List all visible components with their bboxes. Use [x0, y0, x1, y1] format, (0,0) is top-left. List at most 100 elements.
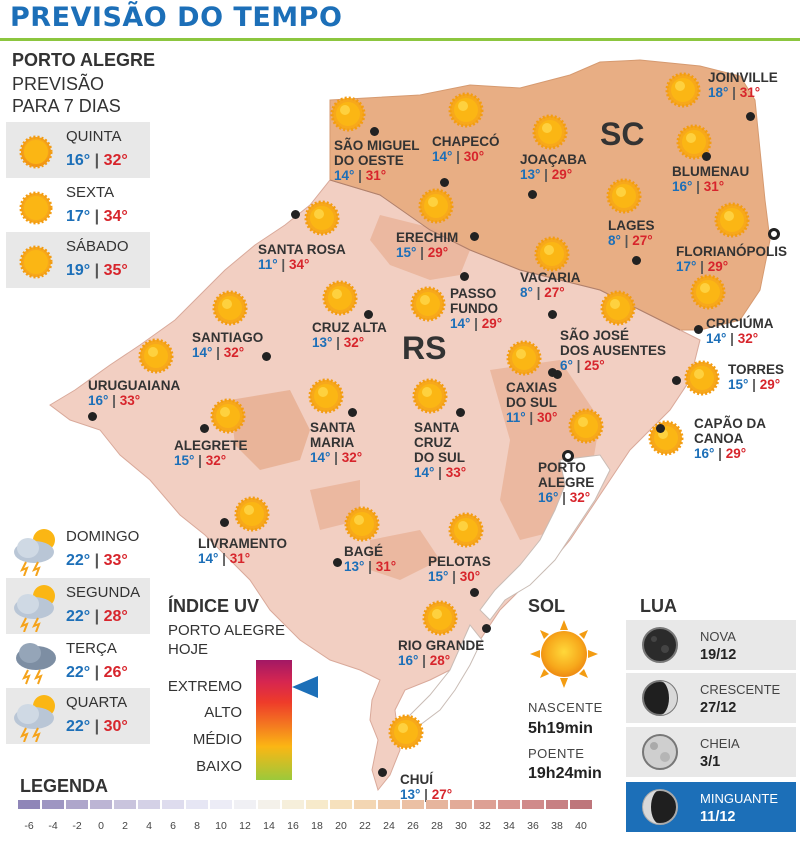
min-temp: 22° [66, 718, 91, 735]
city-marker [348, 408, 357, 417]
max-temp: 29° [725, 446, 747, 461]
legend-swatch [210, 800, 232, 809]
city-temps: 14° | 29° [450, 316, 502, 331]
legend-swatch [90, 800, 112, 809]
uv-subtitle-2: HOJE [168, 641, 209, 658]
max-temp: 28° [429, 653, 451, 668]
legend-swatch [354, 800, 376, 809]
city-temps: 16° | 33° [88, 393, 180, 408]
temp-separator: | [277, 257, 289, 272]
legend-tick-label: 38 [551, 820, 563, 832]
city-marker [632, 256, 641, 265]
city-label: JOAÇABA 13° | 29° [520, 152, 587, 182]
min-temp: 8° [520, 285, 533, 300]
city-name: DO SUL [414, 450, 466, 465]
city-temps: 14° | 30° [432, 149, 500, 164]
forecast-day: QUARTA 22° | 30° [6, 688, 150, 744]
city-label: SÃO JOSÉ DOS AUSENTES 6° | 25° [560, 328, 666, 373]
forecast-day: QUINTA 16° | 32° [6, 122, 150, 178]
moon-title: LUA [640, 596, 677, 616]
max-temp: 33° [103, 552, 128, 569]
city-label: CHUÍ 13° | 27° [400, 772, 452, 802]
temp-separator: | [108, 393, 120, 408]
city-label: FLORIANÓPOLIS 17° | 29° [676, 244, 787, 274]
city-name: PASSO [450, 286, 497, 301]
moon-phase-date: 3/1 [700, 754, 721, 770]
legend-tick-label: -2 [72, 820, 82, 832]
city-name: BLUMENAU [672, 164, 750, 179]
city-label: JOINVILLE 18° | 31° [708, 70, 778, 100]
city-label: RIO GRANDE 16° | 28° [398, 638, 484, 668]
temp-separator: | [696, 259, 708, 274]
city-weather-sun-icon [422, 600, 458, 636]
city-temps: 17° | 29° [676, 259, 787, 274]
city-weather-sun-icon [690, 274, 726, 310]
moon-phase-date: 27/12 [700, 700, 737, 716]
min-temp: 14° [198, 551, 219, 566]
city-label: SANTIAGO 14° | 32° [192, 330, 263, 360]
city-temps: 13° | 32° [312, 335, 387, 350]
legend-swatch [570, 800, 592, 809]
city-temps: 11° | 34° [258, 257, 346, 272]
min-temp: 16° [672, 179, 693, 194]
new-moon-icon [642, 627, 678, 663]
city-label: LIVRAMENTO 14° | 31° [198, 536, 287, 566]
min-temp: 15° [396, 245, 417, 260]
title-underline [0, 38, 800, 41]
uv-title: ÍNDICE UV [168, 596, 260, 616]
moon-phase-name: CHEIA [700, 736, 740, 751]
min-temp: 13° [520, 167, 541, 182]
temp-separator: | [728, 85, 740, 100]
legend-swatch [402, 800, 424, 809]
sun-title: SOL [528, 596, 566, 616]
forecast-day: SEGUNDA 22° | 28° [6, 578, 150, 634]
city-name: DOS AUSENTES [560, 343, 667, 358]
page-title: PREVISÃO DO TEMPO [10, 2, 343, 33]
city-name: JOINVILLE [708, 70, 778, 85]
temp-separator: | [354, 168, 366, 183]
sun-icon [19, 135, 53, 169]
city-name: BAGÉ [344, 544, 384, 559]
city-label: PASSO FUNDO 14° | 29° [450, 286, 502, 331]
min-temp: 16° [398, 653, 419, 668]
city-name: SÃO JOSÉ [560, 328, 630, 343]
temp-separator: | [448, 569, 460, 584]
forecast-day-temps: 22° | 26° [66, 664, 128, 681]
city-label: PELOTAS 15° | 30° [428, 554, 491, 584]
city-label: CHAPECÓ 14° | 30° [432, 134, 500, 164]
legend-tick-label: 32 [479, 820, 491, 832]
temp-separator: | [525, 410, 537, 425]
city-name: CRUZ [414, 435, 452, 450]
forecast-day-temps: 22° | 30° [66, 718, 128, 735]
min-temp: 16° [66, 152, 91, 169]
moon-phase-date: 11/12 [700, 809, 736, 825]
city-marker [291, 210, 300, 219]
forecast-day: DOMINGO 22° | 33° [6, 522, 150, 578]
city-weather-sun-icon [304, 200, 340, 236]
min-temp: 15° [174, 453, 195, 468]
city-marker [656, 424, 665, 433]
city-temps: 14° | 33° [414, 465, 466, 480]
city-weather-sun-icon [234, 496, 270, 532]
temp-separator: | [420, 787, 432, 802]
sunrise-time: 5h19min [528, 720, 593, 737]
city-weather-sun-icon [138, 338, 174, 374]
forecast-day-temps: 22° | 33° [66, 552, 128, 569]
city-marker [220, 518, 229, 527]
temp-separator: | [364, 559, 376, 574]
city-weather-sun-icon [532, 114, 568, 150]
city-name: CANOA [694, 431, 744, 446]
min-temp: 14° [310, 450, 331, 465]
warm-region-south [310, 480, 440, 580]
legend-tick-label: 18 [311, 820, 323, 832]
moon-phase-name: MINGUANTE [700, 791, 778, 806]
legend-swatch [114, 800, 136, 809]
max-temp: 29° [707, 259, 729, 274]
forecast-city: PORTO ALEGRE [12, 50, 156, 70]
legend-swatch [66, 800, 88, 809]
legend-swatch [234, 800, 256, 809]
temp-separator: | [572, 358, 585, 373]
legend-swatch [546, 800, 568, 809]
temp-separator: | [434, 465, 446, 480]
city-name: CRUZ ALTA [312, 320, 387, 335]
